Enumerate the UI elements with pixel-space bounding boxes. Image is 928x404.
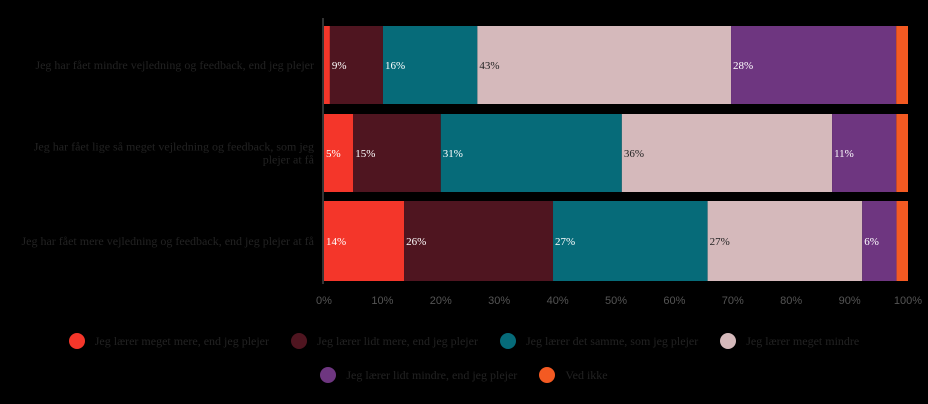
bar-segment (896, 201, 908, 281)
legend-item: Jeg lærer meget mere, end jeg plejer (68, 333, 270, 349)
data-label: 36% (624, 148, 644, 160)
legend-label: Ved ikke (565, 367, 608, 382)
x-tick-label: 70% (722, 295, 744, 307)
legend-item: Ved ikke (539, 367, 608, 383)
x-tick-label: 30% (488, 295, 510, 307)
data-label: 9% (332, 60, 347, 72)
bar-segment (382, 26, 478, 104)
data-label: 15% (355, 148, 375, 160)
legend-item: Jeg lærer lidt mere, end jeg plejer (291, 333, 478, 349)
bar-segment (832, 114, 897, 192)
category-labels: Jeg har fået mindre vejledning og feedba… (21, 58, 314, 248)
bar-segment (440, 114, 622, 192)
legend-label: Jeg lærer meget mindre (746, 333, 860, 348)
data-label: 6% (864, 236, 879, 248)
legend-label: Jeg lærer meget mere, end jeg plejer (94, 333, 270, 348)
legend-label: Jeg lærer lidt mindre, end jeg plejer (346, 367, 518, 382)
data-label: 16% (385, 60, 405, 72)
legend-swatch (291, 333, 308, 349)
legend-swatch (499, 333, 516, 349)
data-label: 26% (406, 236, 426, 248)
legend-label: Jeg lærer lidt mere, end jeg plejer (317, 333, 478, 348)
data-label: 43% (479, 60, 499, 72)
bar-segment (404, 201, 554, 281)
legend-swatch (720, 333, 737, 349)
data-label: 31% (443, 148, 463, 160)
x-tick-label: 50% (605, 295, 627, 307)
bar-segment (477, 26, 732, 104)
category-label: Jeg har fået lige så meget vejledning og… (34, 140, 315, 167)
bar-segment (896, 26, 908, 104)
bars-group: 9% 16% 43% 28% 5% 15% 31% 36% 11% 14% 26% 27% 27% 6% (324, 26, 908, 281)
bar-segment (324, 201, 405, 281)
bar-segment (324, 26, 330, 104)
x-tick-label: 80% (780, 295, 802, 307)
bar-segment (353, 114, 441, 192)
x-axis-ticks: 0% 10% 20% 30% 40% 50% 60% 70% 80% 90% 100% (316, 295, 922, 307)
stacked-bar-chart: 9% 16% 43% 28%5% 15% 31% 36% 11%14% 26% 27% 27% 6% … (21, 18, 922, 307)
legend-item: Jeg lærer meget mindre (720, 333, 859, 349)
category-label: Jeg har fået mere vejledning og feedback… (21, 234, 314, 248)
legend-swatch (320, 367, 337, 383)
legend-row-2: Jeg lærer lidt mindre, end jeg plejer Ved… (0, 367, 928, 383)
bar-segment (553, 201, 708, 281)
x-tick-label: 0% (316, 295, 332, 307)
data-label: 28% (733, 60, 753, 72)
legend-swatch (68, 333, 85, 349)
bar-segment (896, 114, 908, 192)
x-tick-label: 10% (371, 295, 393, 307)
data-label: 14% (326, 236, 346, 248)
legend-swatch (539, 367, 556, 383)
x-tick-label: 100% (894, 295, 922, 307)
bar-segment (707, 201, 863, 281)
legend-row-1: Jeg lærer meget mere, end jeg plejer Jeg … (0, 333, 928, 349)
x-tick-label: 40% (547, 295, 569, 307)
legend-label: Jeg lærer det samme, som jeg plejer (525, 333, 699, 348)
bar-segment (329, 26, 383, 104)
bar-segment (862, 201, 897, 281)
bar-segment (324, 114, 354, 192)
category-label: Jeg har fået mindre vejledning og feedba… (35, 58, 314, 72)
bar-segment (621, 114, 833, 192)
data-label: 5% (326, 148, 341, 160)
x-tick-label: 20% (430, 295, 452, 307)
data-label: 27% (710, 236, 730, 248)
data-label: 27% (555, 236, 575, 248)
legend-item: Jeg lærer det samme, som jeg plejer (499, 333, 699, 349)
x-tick-label: 60% (663, 295, 685, 307)
bar-segment (731, 26, 897, 104)
x-tick-label: 90% (839, 295, 861, 307)
data-label: 11% (834, 148, 854, 160)
legend-item: Jeg lærer lidt mindre, end jeg plejer (320, 367, 517, 383)
